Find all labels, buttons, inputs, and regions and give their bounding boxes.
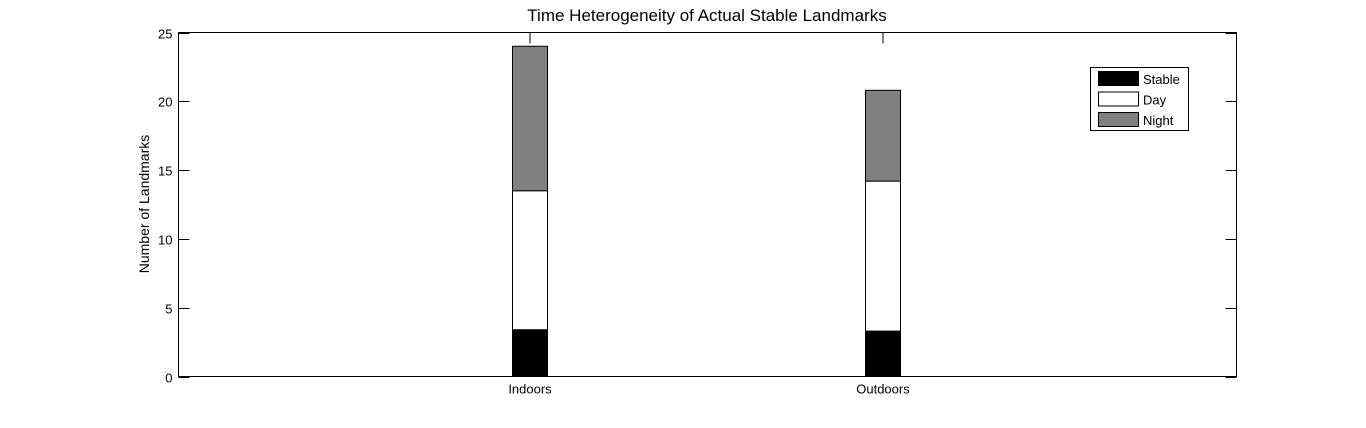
- plot-area-frame: [178, 32, 1237, 377]
- ticks-layer: 0 5 10 15 20 25 Indoors Outdoors: [158, 27, 1237, 397]
- legend-label-night: Night: [1143, 113, 1174, 128]
- legend-items: Stable Day Night: [1098, 71, 1180, 128]
- chart-title: Time Heterogeneity of Actual Stable Land…: [527, 6, 886, 25]
- legend-swatch-night: [1098, 112, 1139, 127]
- y-tick-label: 10: [158, 233, 172, 248]
- legend: Stable Day Night: [1090, 67, 1189, 131]
- legend-swatch-stable: [1098, 71, 1139, 86]
- y-tick-label: 5: [165, 302, 172, 317]
- bar-segment-night-outdoors: [865, 89, 901, 182]
- bar-segment-day-outdoors: [865, 180, 901, 332]
- y-axis-label: Number of Landmarks: [136, 135, 152, 274]
- bars-layer: [512, 45, 901, 378]
- legend-label-stable: Stable: [1143, 72, 1180, 87]
- bar-segment-night-indoors: [512, 45, 548, 192]
- legend-swatch-day: [1098, 91, 1139, 107]
- bar-segment-day-indoors: [512, 190, 548, 331]
- y-tick-label: 0: [165, 371, 172, 386]
- y-tick-label: 15: [158, 164, 172, 179]
- x-tick-label: Indoors: [508, 382, 552, 397]
- y-tick-label: 25: [158, 27, 172, 42]
- x-tick-label: Outdoors: [856, 382, 910, 397]
- y-tick-label: 20: [158, 95, 172, 110]
- legend-label-day: Day: [1143, 93, 1167, 108]
